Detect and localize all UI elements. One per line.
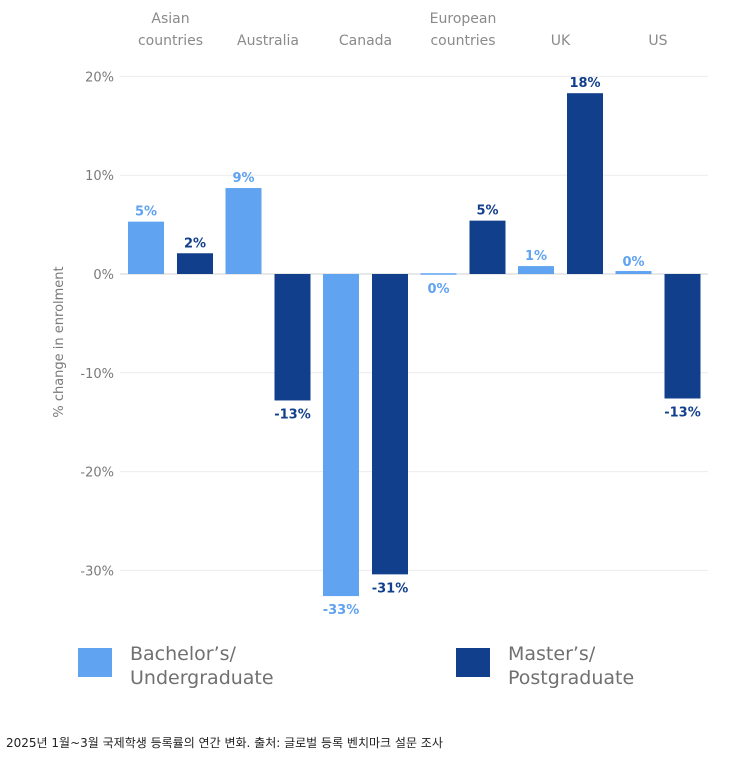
bar — [518, 266, 554, 274]
category-labels: Asian countries Australia Canada European cou… — [138, 11, 668, 49]
legend: Bachelor’s/Undergraduate Master’s/Postgra… — [78, 643, 634, 689]
bar — [469, 220, 506, 274]
legend-item: Bachelor’s/Undergraduate — [78, 643, 274, 689]
data-label: -33% — [323, 603, 360, 618]
bar — [177, 253, 213, 274]
data-label: -13% — [664, 405, 701, 420]
data-label: 5% — [135, 205, 157, 220]
bar — [128, 221, 164, 274]
legend-label: Undergraduate — [130, 667, 274, 689]
data-label: 0% — [427, 282, 449, 297]
category-label: Australia — [237, 33, 299, 49]
data-label: -31% — [372, 581, 409, 596]
bar — [615, 271, 652, 274]
y-tick-label: 10% — [85, 169, 114, 184]
legend-label: Postgraduate — [508, 667, 634, 689]
data-label: 1% — [525, 249, 547, 264]
y-tick-label: 0% — [93, 268, 114, 283]
category-label: countries — [430, 33, 495, 49]
bar-chart: 20% 10% 0% -10% -20% -30% Asian countries Austr… — [52, 11, 708, 689]
bar — [664, 274, 701, 399]
y-tick-label: -30% — [80, 564, 114, 579]
category-label: UK — [551, 33, 571, 49]
legend-item: Master’s/Postgraduate — [456, 643, 634, 689]
data-label: 5% — [476, 204, 498, 219]
bars — [128, 93, 701, 597]
bar — [420, 273, 457, 275]
legend-label: Bachelor’s/ — [130, 643, 237, 665]
data-label: 18% — [569, 76, 600, 91]
bar — [323, 274, 359, 597]
legend-label: Master’s/ — [508, 643, 596, 665]
bar — [274, 274, 311, 401]
category-label: US — [648, 33, 667, 49]
bar — [372, 274, 408, 575]
category-label: countries — [138, 33, 203, 49]
y-tick-label: 20% — [85, 70, 114, 85]
category-label: Asian — [151, 11, 189, 27]
data-label: -13% — [274, 407, 311, 422]
data-labels: 5% 9% -33% 0% 1% 0% 2% -13% -31% 5% 18% -13% — [135, 76, 701, 618]
data-label: 0% — [622, 255, 644, 270]
data-label: 2% — [184, 236, 206, 251]
gridlines — [120, 75, 708, 571]
y-tick-label: -20% — [80, 466, 114, 481]
bar — [225, 188, 262, 274]
category-label: European — [430, 11, 497, 27]
bar — [567, 93, 603, 274]
data-label: 9% — [232, 171, 254, 186]
y-tick-label: -10% — [80, 367, 114, 382]
figure-caption: 2025년 1월~3월 국제학생 등록률의 연간 변화. 출처: 글로벌 등록 … — [6, 736, 443, 750]
legend-swatch — [456, 648, 490, 677]
y-axis-ticks: 20% 10% 0% -10% -20% -30% — [80, 70, 114, 579]
category-label: Canada — [339, 33, 392, 49]
y-axis-label: % change in enrolment — [52, 266, 67, 417]
legend-swatch — [78, 648, 112, 677]
